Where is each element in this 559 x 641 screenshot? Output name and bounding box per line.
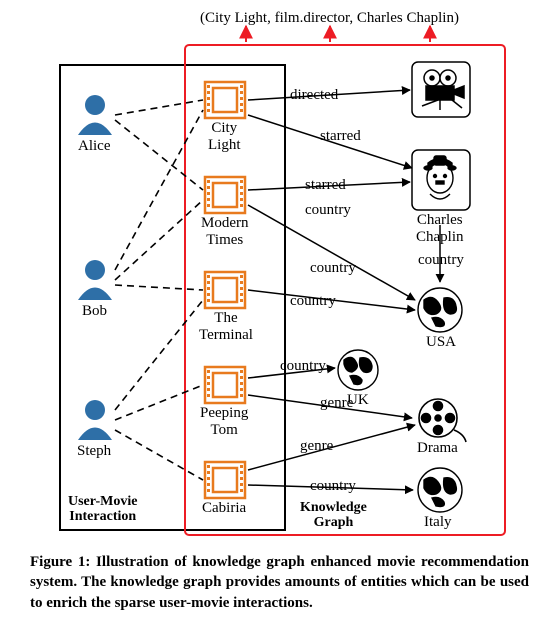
movie-modern-times-label: Modern Times <box>201 215 249 248</box>
edge-starred-label-2: starred <box>305 177 346 194</box>
edge-genre-label-1: genre <box>320 395 353 412</box>
panel-user-movie-label: User-Movie Interaction <box>68 494 137 525</box>
kg-edges <box>248 90 440 490</box>
usa-globe-icon <box>418 288 462 332</box>
movie-cabiria-icon <box>205 462 245 498</box>
edge-country-label-1: country <box>305 202 351 219</box>
edge-directed-label: directed <box>290 87 338 104</box>
user-steph-icon <box>78 400 112 440</box>
user-bob-label: Bob <box>82 303 107 320</box>
movie-terminal-icon <box>205 272 245 308</box>
panel-kg-label: Knowledge Graph <box>300 500 367 531</box>
edge-country-label-5: country <box>310 478 356 495</box>
italy-globe-icon <box>418 468 462 512</box>
drama-reel-icon <box>419 399 466 442</box>
entity-chaplin-label: Charles Chaplin <box>416 212 464 245</box>
uk-globe-icon <box>338 350 378 390</box>
edge-genre-label-2: genre <box>300 438 333 455</box>
user-bob-icon <box>78 260 112 300</box>
entity-usa-label: USA <box>426 334 456 351</box>
entity-drama-label: Drama <box>417 440 458 457</box>
user-movie-edges <box>115 100 203 480</box>
movie-terminal-label: The Terminal <box>199 310 253 343</box>
edge-country-label-chap: country <box>418 252 464 269</box>
movie-modern-times-icon <box>205 177 245 213</box>
edge-starred-label-1: starred <box>320 128 361 145</box>
user-steph-label: Steph <box>77 443 111 460</box>
user-alice-icon <box>78 95 112 135</box>
figure-caption: Figure 1: Illustration of knowledge grap… <box>30 552 529 613</box>
edge-country-label-2: country <box>310 260 356 277</box>
movie-city-light-icon <box>205 82 245 118</box>
entity-italy-label: Italy <box>424 514 452 531</box>
movie-peeping-tom-label: Peeping Tom <box>200 405 248 438</box>
movie-city-light-label: City Light <box>208 120 241 153</box>
movie-peeping-tom-icon <box>205 367 245 403</box>
figure-canvas: (City Light, film.director, Charles Chap… <box>0 0 559 641</box>
edge-country-label-3: country <box>290 293 336 310</box>
user-alice-label: Alice <box>78 138 110 155</box>
movie-cabiria-label: Cabiria <box>202 500 246 517</box>
edge-country-label-4: country <box>280 358 326 375</box>
